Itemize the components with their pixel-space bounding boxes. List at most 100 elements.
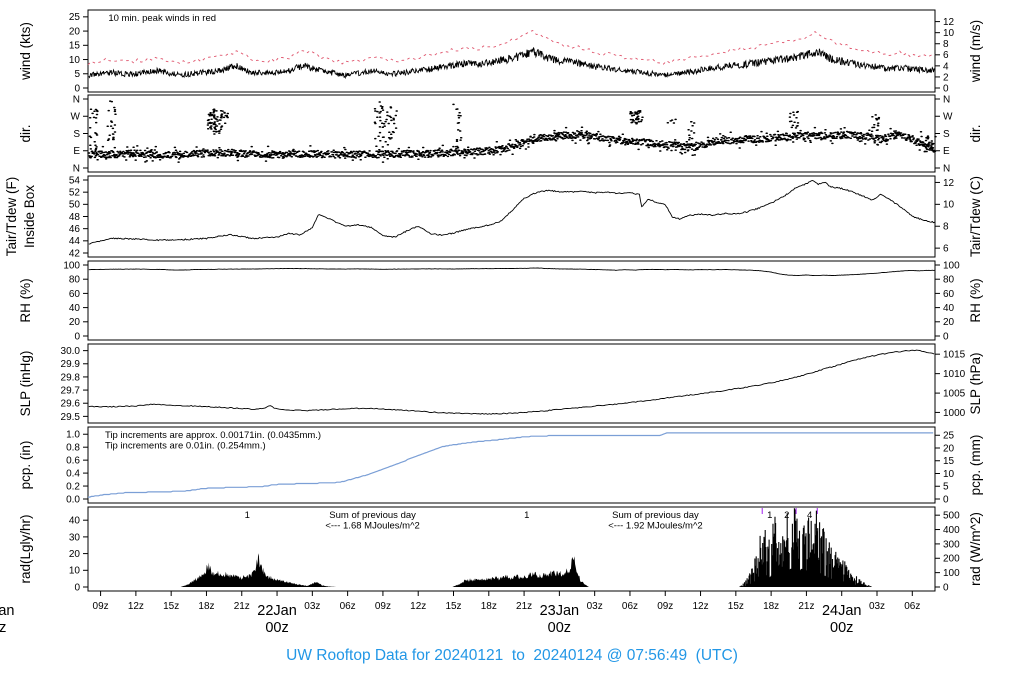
svg-text:N: N bbox=[943, 94, 950, 105]
svg-text:0.8: 0.8 bbox=[66, 443, 80, 454]
svg-text:0.2: 0.2 bbox=[66, 481, 80, 492]
panel-slp: 29.5 29.6 29.7 29.8 29.9 30.0 1000 1005 1010 1015… bbox=[18, 343, 983, 424]
svg-text:pcp. (mm): pcp. (mm) bbox=[968, 435, 983, 496]
svg-text:10: 10 bbox=[69, 55, 81, 66]
svg-text:8: 8 bbox=[943, 222, 949, 233]
svg-text:15z: 15z bbox=[728, 601, 744, 612]
svg-text:0.0: 0.0 bbox=[66, 494, 80, 505]
svg-text:12: 12 bbox=[943, 17, 955, 28]
svg-text:20: 20 bbox=[69, 549, 81, 560]
svg-text:54: 54 bbox=[69, 175, 81, 186]
svg-text:E: E bbox=[943, 146, 950, 157]
svg-text:10: 10 bbox=[69, 566, 81, 577]
chart-title: UW Rooftop Data for 20240121 to 20240124… bbox=[286, 647, 738, 664]
svg-text:300: 300 bbox=[943, 539, 960, 550]
svg-text:0: 0 bbox=[74, 331, 80, 342]
series-wind bbox=[88, 47, 935, 80]
svg-text:29.5: 29.5 bbox=[61, 412, 81, 423]
svg-text:24Jan: 24Jan bbox=[822, 603, 862, 619]
x-axis: 09z 12z 15z 18z 21z 03z 06z 09z 12z 15z 18z 21z 03z 0… bbox=[0, 591, 920, 636]
svg-text:29.8: 29.8 bbox=[61, 372, 81, 383]
svg-text:wind (kts): wind (kts) bbox=[18, 22, 33, 81]
svg-text:0: 0 bbox=[943, 331, 949, 342]
svg-text:06z: 06z bbox=[904, 601, 920, 612]
svg-text:0: 0 bbox=[74, 582, 80, 593]
svg-text:12: 12 bbox=[943, 178, 955, 189]
series-radiation-spikes bbox=[739, 508, 872, 587]
svg-text:pcp. (in): pcp. (in) bbox=[18, 441, 33, 490]
svg-text:22Jan: 22Jan bbox=[257, 603, 297, 619]
svg-text:N: N bbox=[73, 163, 80, 174]
series-tair bbox=[88, 180, 935, 245]
svg-text:1.0: 1.0 bbox=[66, 430, 80, 441]
svg-text:18z: 18z bbox=[481, 601, 497, 612]
series-radiation bbox=[180, 553, 336, 587]
svg-text:1005: 1005 bbox=[943, 388, 966, 399]
svg-text:Sum of previous day: Sum of previous day bbox=[329, 510, 416, 521]
svg-text:100: 100 bbox=[63, 260, 80, 271]
svg-text:60: 60 bbox=[943, 289, 955, 300]
svg-text:S: S bbox=[943, 129, 950, 140]
svg-text:09z: 09z bbox=[375, 601, 391, 612]
svg-text:0: 0 bbox=[943, 83, 949, 94]
series-rh bbox=[88, 267, 935, 277]
svg-text:30.0: 30.0 bbox=[61, 346, 81, 357]
svg-text:29.6: 29.6 bbox=[61, 399, 81, 410]
svg-text:42: 42 bbox=[69, 248, 81, 259]
svg-text:40: 40 bbox=[69, 303, 81, 314]
svg-text:03z: 03z bbox=[587, 601, 603, 612]
svg-text:Tip increments are 0.01in. (0.: Tip increments are 0.01in. (0.254mm.) bbox=[105, 441, 266, 452]
series-precip bbox=[88, 432, 934, 498]
svg-text:1000: 1000 bbox=[943, 408, 966, 419]
svg-text:0.4: 0.4 bbox=[66, 468, 80, 479]
svg-text:1: 1 bbox=[767, 510, 772, 521]
svg-text:5: 5 bbox=[943, 482, 949, 493]
svg-text:10: 10 bbox=[943, 469, 955, 480]
series-radiation bbox=[452, 556, 589, 587]
svg-text:6: 6 bbox=[943, 50, 949, 61]
svg-text:dir.: dir. bbox=[18, 124, 33, 142]
svg-text:48: 48 bbox=[69, 212, 81, 223]
svg-text:20: 20 bbox=[69, 317, 81, 328]
svg-text:4: 4 bbox=[807, 510, 812, 521]
svg-text:29.7: 29.7 bbox=[61, 385, 81, 396]
svg-text:40: 40 bbox=[943, 303, 955, 314]
panel-rh: 0 20 40 60 80 100 0 20 40 60 80 100 RH (%) RH (%) bbox=[18, 260, 983, 342]
svg-text:Tip increments are approx. 0.0: Tip increments are approx. 0.00171in. (0… bbox=[105, 430, 321, 441]
svg-text:15: 15 bbox=[69, 41, 81, 52]
svg-text:21Jan: 21Jan bbox=[0, 603, 14, 619]
svg-text:RH (%): RH (%) bbox=[18, 278, 33, 322]
svg-text:21z: 21z bbox=[516, 601, 532, 612]
svg-text:S: S bbox=[73, 129, 80, 140]
svg-text:10 min. peak winds in red: 10 min. peak winds in red bbox=[108, 13, 216, 24]
svg-text:06z: 06z bbox=[622, 601, 638, 612]
svg-text:00z: 00z bbox=[0, 620, 6, 636]
svg-text:100: 100 bbox=[943, 568, 960, 579]
svg-text:0: 0 bbox=[74, 83, 80, 94]
svg-text:10: 10 bbox=[943, 28, 955, 39]
svg-text:<--- 1.92 MJoules/m^2: <--- 1.92 MJoules/m^2 bbox=[608, 521, 702, 532]
svg-text:21z: 21z bbox=[798, 601, 814, 612]
svg-text:50: 50 bbox=[69, 200, 81, 211]
svg-text:25: 25 bbox=[69, 12, 81, 23]
svg-text:25: 25 bbox=[943, 431, 955, 442]
svg-text:12z: 12z bbox=[692, 601, 708, 612]
svg-text:N: N bbox=[73, 94, 80, 105]
series-wind-peaks bbox=[87, 29, 936, 66]
svg-text:15z: 15z bbox=[163, 601, 179, 612]
svg-text:15: 15 bbox=[943, 456, 955, 467]
svg-text:400: 400 bbox=[943, 525, 960, 536]
svg-text:12z: 12z bbox=[410, 601, 426, 612]
svg-text:1: 1 bbox=[245, 510, 250, 521]
svg-text:00z: 00z bbox=[830, 620, 853, 636]
svg-text:Tair/Tdew (C): Tair/Tdew (C) bbox=[968, 176, 983, 257]
svg-text:30: 30 bbox=[69, 532, 81, 543]
svg-text:Tair/Tdew (F): Tair/Tdew (F) bbox=[4, 177, 19, 257]
svg-text:5: 5 bbox=[74, 69, 80, 80]
